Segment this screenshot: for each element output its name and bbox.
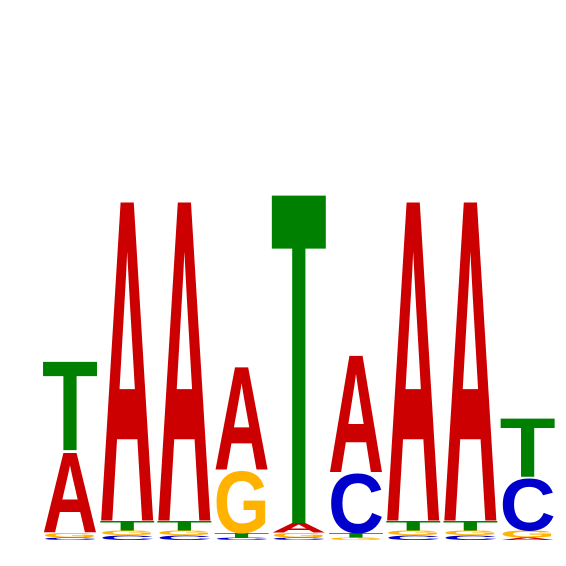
logo-letter-c: C <box>385 534 441 542</box>
logo-letter-g: G <box>156 529 212 537</box>
logo-letter-c: C <box>500 464 556 547</box>
logo-letter-t: T <box>271 92 327 566</box>
logo-letter-t: T <box>385 518 441 533</box>
logo-letter-g: G <box>271 531 327 539</box>
logo-letter-c: C <box>99 534 155 542</box>
logo-letter-t: T <box>99 518 155 533</box>
logo-letter-g: G <box>99 529 155 537</box>
logo-letter-c: C <box>442 534 498 542</box>
logo-letter-c: C <box>271 537 327 541</box>
logo-letter-c: C <box>214 537 270 541</box>
logo-letter-t: T <box>214 531 270 539</box>
logo-letter-a: A <box>42 428 98 557</box>
logo-letter-t: T <box>442 518 498 533</box>
logo-letter-t: T <box>500 400 556 495</box>
logo-letter-g: G <box>500 528 556 539</box>
logo-letter-a: A <box>214 337 270 502</box>
logo-letter-a: A <box>271 521 327 536</box>
logo-letter-a: A <box>156 104 212 566</box>
logo-letter-g: G <box>385 529 441 537</box>
logo-letter-a: A <box>328 319 384 508</box>
logo-letter-g: G <box>214 454 270 552</box>
logo-letter-c: C <box>42 537 98 541</box>
logo-letter-t: T <box>42 334 98 478</box>
logo-letter-g: G <box>442 529 498 537</box>
logo-letter-g: G <box>42 531 98 539</box>
logo-letter-t: T <box>328 531 384 539</box>
logo-letter-a: A <box>385 104 441 566</box>
logo-letter-c: C <box>156 534 212 542</box>
logo-letter-c: C <box>328 458 384 552</box>
logo-letter-a: A <box>99 104 155 566</box>
logo-letter-a: A <box>442 104 498 566</box>
logo-letter-g: G <box>328 537 384 541</box>
logo-letter-a: A <box>500 537 556 541</box>
logo-letter-t: T <box>156 518 212 533</box>
